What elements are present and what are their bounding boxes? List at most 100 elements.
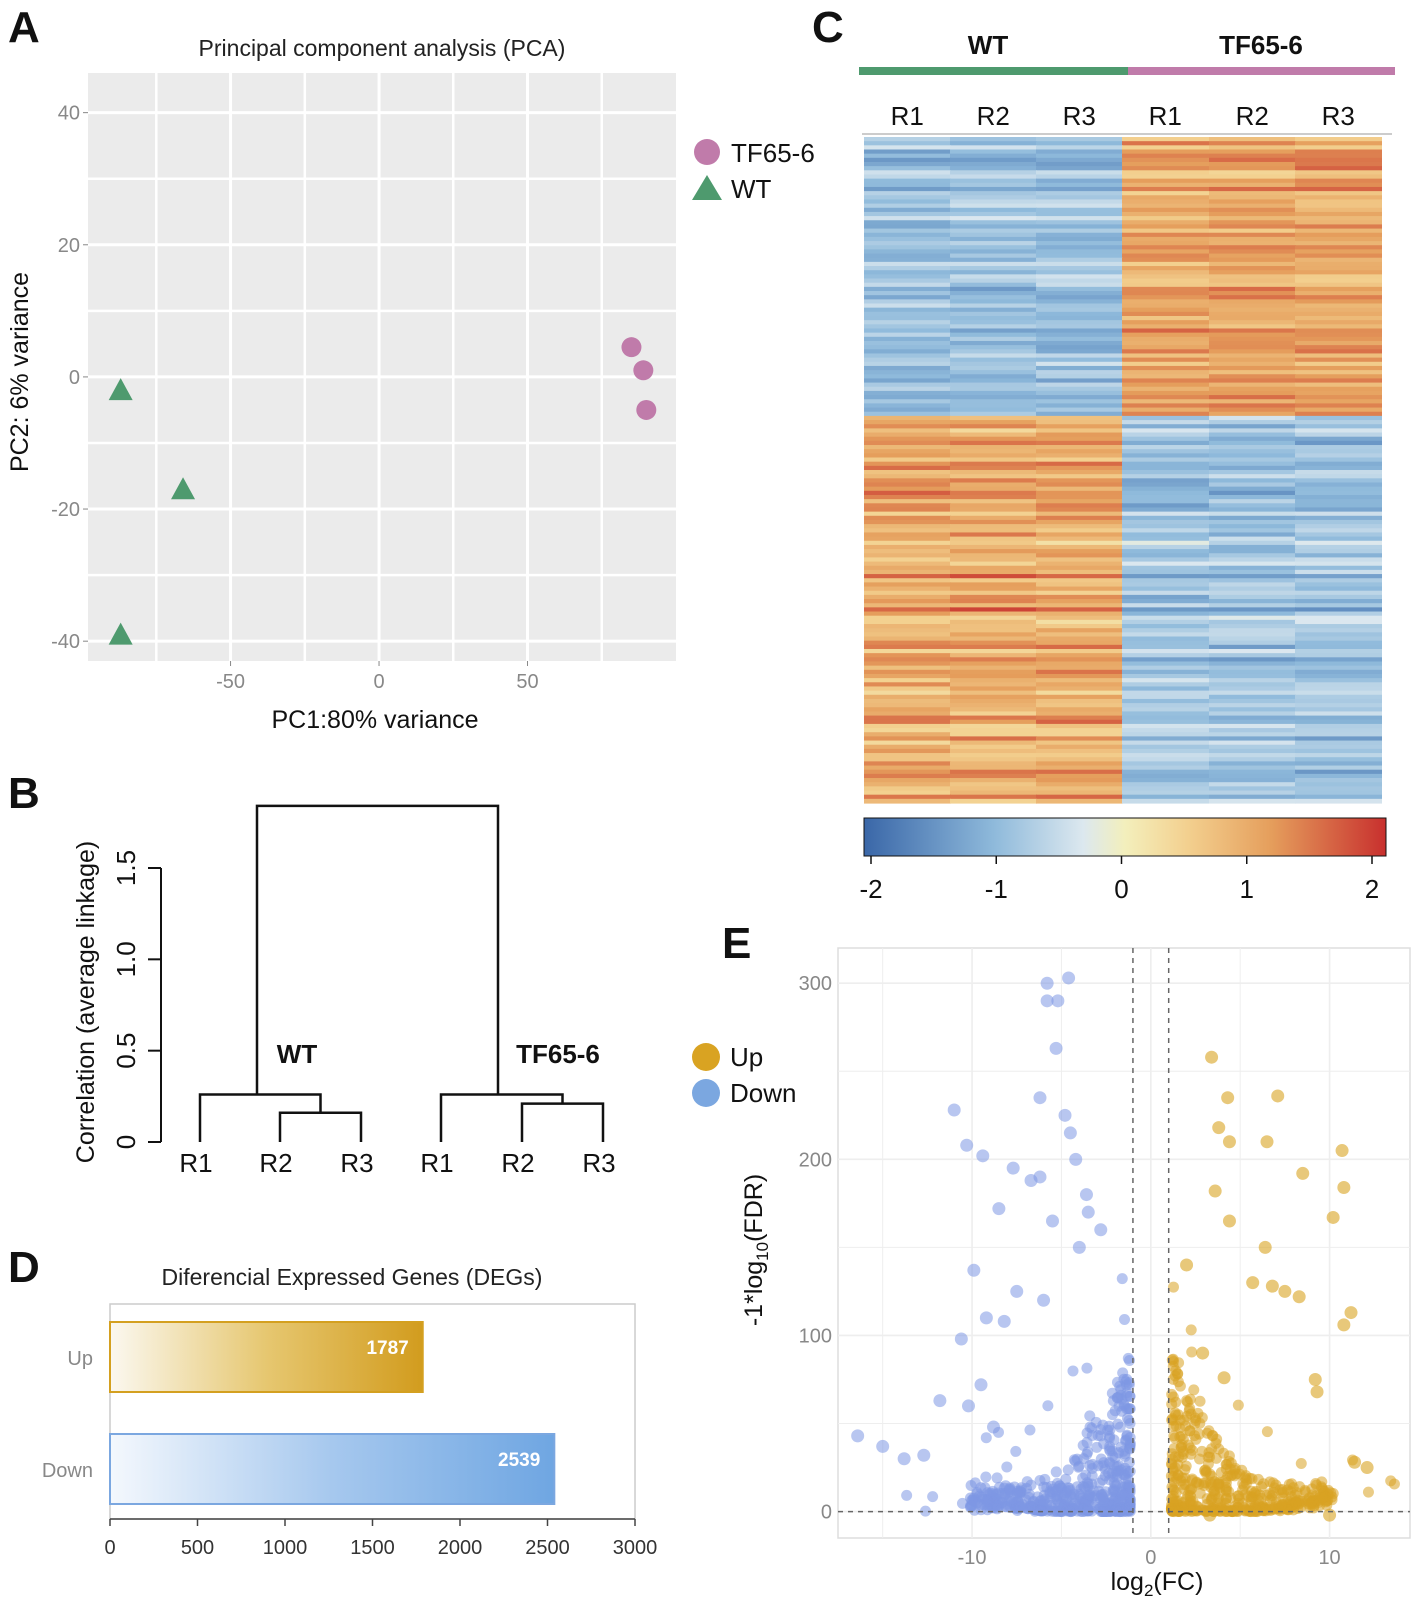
heatmap-cell xyxy=(950,241,1037,246)
heatmap-cell xyxy=(864,682,951,688)
heatmap-cell xyxy=(864,378,951,384)
heatmap-cell xyxy=(864,686,951,692)
heatmap-cell xyxy=(1122,707,1209,713)
heatmap-cell xyxy=(1122,765,1209,771)
heatmap-cell xyxy=(1295,186,1382,192)
volcano-point-down xyxy=(1081,1448,1093,1460)
heatmap-cell xyxy=(864,599,951,604)
heatmap-cell xyxy=(1036,490,1123,496)
heatmap-cell xyxy=(1122,599,1209,604)
heatmap-cell xyxy=(950,137,1037,142)
heatmap-cell xyxy=(1036,182,1123,188)
volcano-point-down xyxy=(1108,1459,1120,1471)
volcano-legend-down-marker xyxy=(692,1079,720,1107)
heatmap-cell xyxy=(1209,778,1296,783)
heatmap-cell xyxy=(1122,345,1209,350)
volcano-point-up xyxy=(1167,1471,1179,1483)
heatmap-cell xyxy=(1209,395,1296,400)
heatmap-cell xyxy=(1295,307,1382,313)
heatmap-cell xyxy=(864,457,951,463)
heatmap-cell xyxy=(1036,557,1123,563)
heatmap-cell xyxy=(1295,457,1382,463)
heatmap-cell xyxy=(1036,211,1123,217)
heatmap-cell xyxy=(1122,782,1209,787)
heatmap-cell xyxy=(1209,536,1296,542)
heatmap-cell xyxy=(1295,357,1382,363)
heatmap-cell xyxy=(950,636,1037,642)
heatmap-cell xyxy=(1036,511,1123,517)
heatmap-cell xyxy=(1295,182,1382,188)
heatmap-cell xyxy=(1122,278,1209,284)
heatmap-cell xyxy=(1209,153,1296,159)
heatmap-cell xyxy=(864,603,951,608)
volcano-point-down xyxy=(1004,1484,1016,1496)
heatmap-cell xyxy=(1122,673,1209,679)
volcano-point-down xyxy=(1049,1041,1063,1055)
heatmap-cell xyxy=(1295,332,1382,338)
heatmap-cell xyxy=(1036,186,1123,192)
heatmap-cell xyxy=(864,557,951,563)
heatmap-scale-tick-label: 2 xyxy=(1365,874,1379,904)
pca-point-wt xyxy=(108,378,133,401)
volcano-point-down xyxy=(1044,1486,1056,1498)
heatmap-cell xyxy=(1209,798,1296,804)
heatmap-cell xyxy=(1295,599,1382,604)
heatmap-cell xyxy=(1122,307,1209,313)
heatmap-cell xyxy=(1036,340,1123,346)
heatmap-cell xyxy=(1295,403,1382,409)
heatmap-cell xyxy=(950,698,1037,704)
volcano-point-up xyxy=(1196,1346,1210,1360)
volcano-point-down xyxy=(1080,1469,1092,1481)
heatmap-cell xyxy=(1122,390,1209,396)
heatmap-cell xyxy=(1036,711,1123,717)
volcano-point-up xyxy=(1185,1324,1197,1336)
heatmap-cell xyxy=(1295,665,1382,671)
heatmap-cell xyxy=(1209,191,1296,196)
heatmap-cell xyxy=(1209,490,1296,496)
deg-x-tick-label: 3000 xyxy=(613,1537,658,1559)
heatmap-cell xyxy=(1209,478,1296,484)
heatmap-cell xyxy=(1209,370,1296,375)
heatmap-cell xyxy=(950,307,1037,313)
heatmap-cell xyxy=(1122,411,1209,417)
pca-title: Principal component analysis (PCA) xyxy=(199,35,566,61)
heatmap-cell xyxy=(1209,315,1296,321)
heatmap-cell xyxy=(864,420,951,425)
heatmap-cell xyxy=(950,390,1037,396)
heatmap-cell xyxy=(864,719,951,725)
volcano-point-down xyxy=(1120,1473,1132,1485)
heatmap-cell xyxy=(1036,365,1123,371)
heatmap-cell xyxy=(950,345,1037,350)
heatmap-cell xyxy=(1122,220,1209,226)
heatmap-cell xyxy=(864,515,951,521)
heatmap-cell xyxy=(1295,424,1382,429)
heatmap-cell xyxy=(1122,636,1209,642)
volcano-point-up xyxy=(1175,1430,1187,1442)
heatmap-cell xyxy=(950,174,1037,180)
heatmap-cell xyxy=(1122,403,1209,409)
heatmap-cell xyxy=(1036,786,1123,792)
heatmap-cell xyxy=(1209,578,1296,583)
heatmap-cell xyxy=(1036,648,1123,654)
heatmap-cell xyxy=(1295,657,1382,663)
volcano-point-down xyxy=(1111,1392,1123,1404)
heatmap-cell xyxy=(950,686,1037,692)
heatmap-cell xyxy=(950,253,1037,259)
heatmap-cell xyxy=(1036,636,1123,642)
heatmap-cell xyxy=(864,470,951,475)
heatmap-cell xyxy=(1122,690,1209,696)
volcano-point-down xyxy=(851,1429,865,1443)
heatmap-cell xyxy=(1295,282,1382,288)
heatmap-cell xyxy=(1295,245,1382,250)
pca-y-axis-label: PC2: 6% variance xyxy=(6,272,34,472)
heatmap-cell xyxy=(1036,241,1123,246)
heatmap-cell xyxy=(1036,594,1123,600)
heatmap-cell xyxy=(950,590,1037,596)
heatmap-cell xyxy=(1209,782,1296,787)
volcano-point-down xyxy=(1006,1161,1020,1175)
heatmap-cell xyxy=(950,761,1037,767)
volcano-point-down xyxy=(992,1202,1006,1216)
volcano-point-down xyxy=(1027,1496,1039,1508)
volcano-point-down xyxy=(1119,1314,1131,1326)
heatmap-cell xyxy=(1122,536,1209,542)
